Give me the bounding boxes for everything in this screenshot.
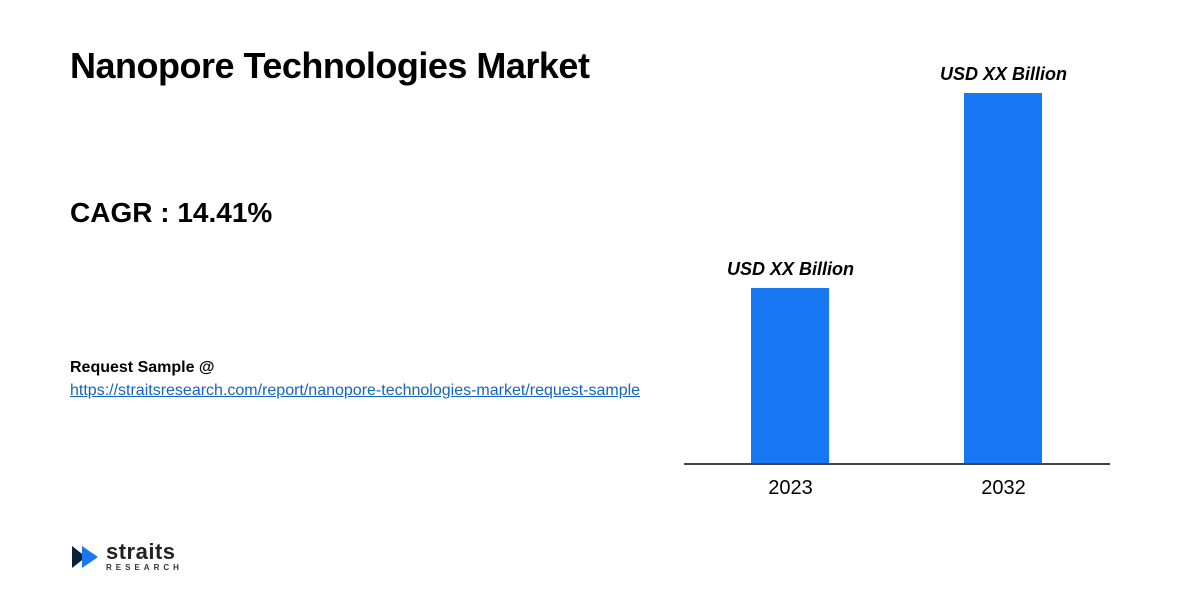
bar-2023 <box>751 288 829 463</box>
request-sample-block: Request Sample @ https://straitsresearch… <box>70 359 664 402</box>
bar-2032 <box>964 93 1042 463</box>
cagr-label: CAGR : 14.41% <box>70 197 664 229</box>
page-title: Nanopore Technologies Market <box>70 45 664 87</box>
logo-sub: RESEARCH <box>106 564 183 572</box>
logo-icon <box>70 542 100 572</box>
x-axis-label: 2032 <box>918 477 1088 500</box>
bar-chart: USD XX Billion USD XX Billion 2023 2032 <box>664 40 1150 570</box>
brand-logo: straits RESEARCH <box>70 541 183 572</box>
bar-group-2032: USD XX Billion <box>918 64 1088 463</box>
request-link[interactable]: https://straitsresearch.com/report/nanop… <box>70 382 640 399</box>
request-label: Request Sample @ <box>70 359 664 377</box>
x-axis-label: 2023 <box>705 477 875 500</box>
bar-value-label: USD XX Billion <box>727 259 854 280</box>
bar-value-label: USD XX Billion <box>940 64 1067 85</box>
bar-group-2023: USD XX Billion <box>705 259 875 463</box>
logo-name: straits <box>106 541 183 563</box>
